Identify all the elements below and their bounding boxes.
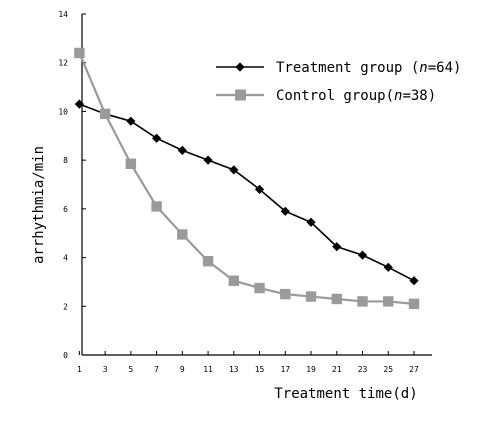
- y-tick-label: 14: [58, 10, 68, 19]
- y-tick-label: 4: [63, 254, 68, 263]
- data-point: [332, 242, 342, 252]
- legend-label: Treatment group (n=64): [276, 60, 461, 76]
- data-point: [306, 217, 316, 227]
- data-point: [151, 201, 162, 212]
- data-point: [408, 298, 420, 310]
- data-point: [203, 155, 213, 165]
- legend: Treatment group (n=64) Control group(n=38…: [216, 60, 461, 104]
- data-point: [254, 184, 265, 194]
- data-point: [383, 296, 394, 307]
- data-point: [177, 229, 188, 240]
- x-axis-title: Treatment time(d): [274, 386, 417, 402]
- data-point: [280, 288, 291, 300]
- series-line-1: [79, 103, 415, 282]
- data-point: [383, 262, 393, 272]
- data-point: [280, 206, 290, 216]
- data-point: [229, 165, 239, 175]
- data-point: [151, 133, 162, 143]
- data-point: [228, 275, 240, 286]
- data-point: [409, 276, 419, 286]
- y-tick-label: 12: [58, 59, 68, 68]
- x-tick-label: 11: [203, 365, 213, 374]
- data-point: [74, 47, 85, 59]
- data-point: [125, 158, 137, 169]
- y-tick-label: 0: [63, 351, 68, 360]
- x-tick-label: 13: [229, 365, 239, 374]
- x-tick-label: 3: [103, 365, 108, 374]
- x-tick-label: 15: [255, 365, 265, 374]
- legend-marker: [235, 62, 245, 72]
- y-tick-label: 6: [63, 205, 68, 214]
- y-tick-label: 2: [63, 302, 68, 311]
- data-point: [74, 99, 84, 109]
- data-point: [99, 108, 111, 120]
- x-tick-label: 5: [128, 365, 133, 374]
- legend-marker: [235, 89, 246, 101]
- legend-label: Control group(n=38): [276, 88, 436, 104]
- y-tick-label: 8: [63, 156, 68, 165]
- data-point: [177, 145, 187, 155]
- x-tick-label: 1: [77, 365, 82, 374]
- data-point: [202, 256, 214, 267]
- x-tick-label: 7: [154, 365, 159, 374]
- x-tick-label: 23: [358, 365, 368, 374]
- data-point: [331, 293, 342, 305]
- x-tick-label: 27: [409, 365, 419, 374]
- x-tick-label: 25: [383, 365, 393, 374]
- x-tick-label: 21: [332, 365, 342, 374]
- x-tick-label: 19: [306, 365, 316, 374]
- data-point: [357, 296, 368, 307]
- y-axis-title: arrhythmia/min: [31, 146, 47, 264]
- x-tick-label: 17: [280, 365, 290, 374]
- x-tick-label: 9: [180, 365, 185, 374]
- data-point: [254, 282, 265, 294]
- data-point: [126, 116, 136, 126]
- data-point: [357, 250, 368, 260]
- y-tick-label: 10: [58, 107, 68, 116]
- data-point: [305, 291, 317, 302]
